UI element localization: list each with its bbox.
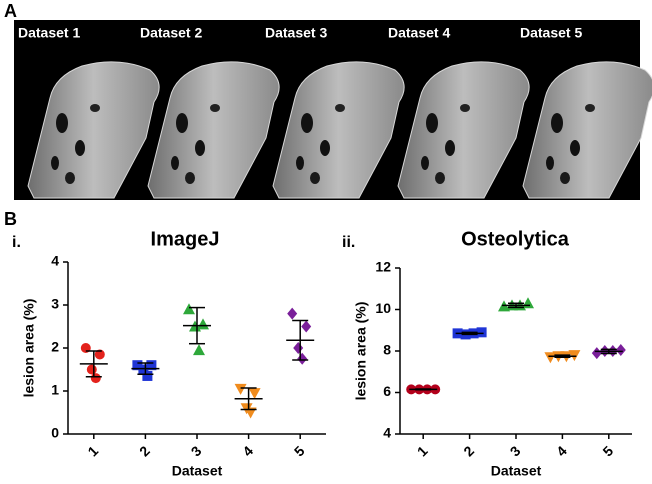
x-tick-label: 5	[599, 443, 616, 460]
data-point	[94, 349, 105, 360]
data-point	[591, 347, 602, 360]
data-point	[287, 307, 298, 320]
x-tick-label: 1	[84, 443, 101, 460]
x-tick-label: 1	[414, 443, 431, 460]
y-tick-label: 4	[51, 253, 59, 269]
data-point	[544, 352, 557, 364]
panel-label: A	[4, 1, 17, 21]
y-tick-label: 0	[51, 425, 59, 441]
x-tick-label: 4	[553, 443, 570, 460]
x-tick-label: 2	[136, 443, 153, 460]
image-caption: Dataset 1	[18, 25, 80, 41]
x-axis-label: Dataset	[491, 463, 542, 479]
data-point	[86, 364, 97, 375]
data-point	[297, 352, 308, 365]
image-caption: Dataset 2	[140, 25, 202, 41]
data-point	[142, 370, 153, 381]
x-tick-label: 3	[507, 443, 524, 460]
y-tick-label: 12	[375, 259, 391, 275]
y-axis-label: lesion area (%)	[353, 302, 369, 401]
data-point	[193, 344, 205, 356]
data-point	[301, 320, 312, 333]
data-point	[234, 383, 247, 395]
chart-title: Osteolytica	[461, 228, 570, 250]
y-tick-label: 1	[51, 382, 59, 398]
y-tick-label: 6	[383, 383, 391, 399]
data-point	[197, 318, 209, 330]
data-point	[293, 342, 304, 354]
panel-label: B	[4, 209, 17, 229]
y-tick-label: 10	[375, 300, 391, 316]
data-point	[90, 373, 101, 384]
data-point	[146, 360, 157, 371]
x-axis-label: Dataset	[172, 463, 223, 479]
x-tick-label: 4	[239, 443, 256, 460]
y-axis-label: lesion area (%)	[21, 299, 37, 398]
y-tick-label: 8	[383, 342, 391, 358]
data-point	[476, 327, 487, 338]
data-point	[132, 360, 143, 371]
y-tick-label: 3	[51, 296, 59, 312]
data-point	[183, 303, 195, 315]
panel-number: ii.	[342, 234, 355, 251]
data-point	[248, 388, 261, 400]
image-caption: Dataset 5	[520, 25, 582, 41]
data-point	[615, 343, 626, 356]
y-tick-label: 4	[383, 425, 391, 441]
image-caption: Dataset 4	[388, 25, 450, 41]
data-point	[138, 364, 149, 375]
panel-number: i.	[12, 234, 21, 251]
x-tick-label: 2	[460, 443, 477, 460]
image-caption: Dataset 3	[265, 25, 327, 41]
bone-images	[27, 61, 652, 199]
chart-title: ImageJ	[151, 228, 220, 250]
x-tick-label: 3	[188, 443, 205, 460]
x-tick-label: 5	[291, 443, 308, 460]
data-point	[244, 407, 257, 419]
y-tick-label: 2	[51, 339, 59, 355]
